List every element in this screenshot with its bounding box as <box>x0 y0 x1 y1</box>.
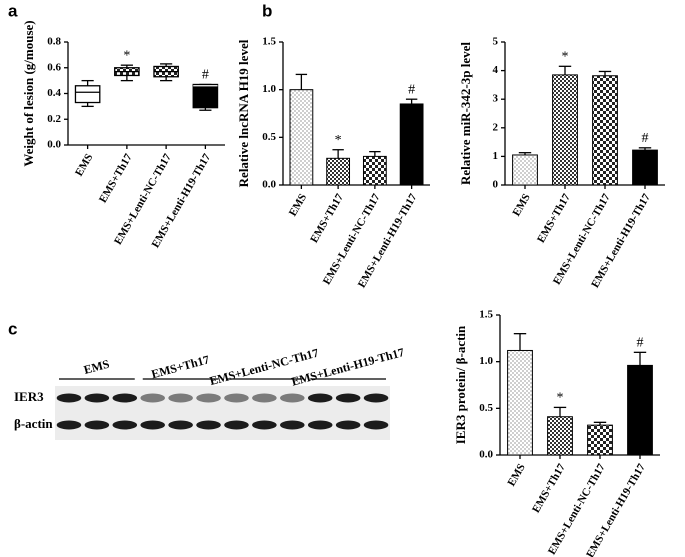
bar <box>289 89 314 186</box>
x-tick-label: EMS+Th17 <box>97 151 135 205</box>
blot-band <box>252 393 277 403</box>
blot-band <box>196 420 221 430</box>
x-tick-label: EMS <box>505 462 527 489</box>
blot-band <box>280 420 305 430</box>
bar <box>627 364 653 456</box>
blot-band <box>112 420 138 430</box>
annotation: * <box>562 50 569 65</box>
blot-band <box>56 393 82 403</box>
blot-band <box>84 420 110 430</box>
bar <box>399 103 424 186</box>
y-axis-label: IER3 protein/ β-actin <box>453 325 468 444</box>
y-axis-label: Weight of lesion (g/mouse) <box>21 20 36 166</box>
bar <box>512 154 538 186</box>
blot-band <box>224 393 249 403</box>
y-tick-label: 2 <box>493 121 499 133</box>
y-tick-label: 0.0 <box>262 179 276 191</box>
annotation: * <box>123 48 130 63</box>
x-tick-label: EMS <box>73 152 95 179</box>
y-tick-label: 5 <box>493 36 499 48</box>
bar <box>632 149 658 186</box>
blot-band <box>196 393 221 403</box>
annotation: # <box>642 131 649 146</box>
y-tick-label: 0.8 <box>47 36 61 48</box>
blot-band <box>84 393 110 403</box>
box <box>192 83 219 109</box>
bar <box>552 74 578 186</box>
bar <box>326 157 351 186</box>
y-tick-label: 1.0 <box>262 83 276 95</box>
blot-row-label: IER3 <box>14 389 44 404</box>
bar <box>362 155 387 186</box>
y-tick-label: 0.6 <box>47 61 61 73</box>
blot-band <box>140 393 165 403</box>
y-tick-label: 0 <box>493 179 499 191</box>
blot-band <box>168 420 193 430</box>
x-tick-label: EMS <box>287 192 309 219</box>
y-axis-label: Relative miR-342-3p level <box>458 42 473 185</box>
panel-label: a <box>8 1 18 20</box>
y-tick-label: 1.5 <box>479 309 493 321</box>
blot-band <box>335 393 361 403</box>
x-tick-label: EMS+Th17 <box>308 191 346 245</box>
y-axis-label: Relative lncRNA H19 level <box>236 39 251 187</box>
y-tick-label: 0.2 <box>47 113 61 125</box>
annotation: * <box>557 391 564 406</box>
blot-band <box>363 393 389 403</box>
annotation: # <box>202 68 209 83</box>
x-tick-label: EMS+Th17 <box>530 461 568 515</box>
y-tick-label: 0.0 <box>479 449 493 461</box>
y-tick-label: 1.5 <box>262 36 276 48</box>
y-tick-label: 4 <box>493 64 499 76</box>
annotation: # <box>408 82 415 97</box>
blot-band <box>112 393 138 403</box>
y-tick-label: 0.0 <box>47 139 61 151</box>
annotation: # <box>637 336 644 351</box>
x-tick-label: EMS+Th17 <box>535 191 573 245</box>
blot-band <box>252 420 277 430</box>
blot-band <box>140 420 165 430</box>
y-tick-label: 1 <box>493 150 499 162</box>
box <box>74 85 101 104</box>
panel-label: c <box>8 319 17 338</box>
blot-row-label: β-actin <box>14 416 53 431</box>
y-tick-label: 1.0 <box>479 355 493 367</box>
x-tick-label: EMS <box>510 192 532 219</box>
blot-band <box>363 420 389 430</box>
bar <box>547 416 573 456</box>
y-tick-label: 0.5 <box>262 131 276 143</box>
bar <box>592 75 618 186</box>
lane-group-label: EMS+Th17 <box>150 352 211 381</box>
blot-band <box>335 420 361 430</box>
blot-background <box>55 386 390 440</box>
blot-band <box>307 420 333 430</box>
bar <box>587 424 613 456</box>
y-tick-label: 3 <box>493 93 499 105</box>
panel-label: b <box>262 1 272 20</box>
y-tick-label: 0.4 <box>47 87 61 99</box>
annotation: * <box>335 133 342 148</box>
blot-band <box>307 393 333 403</box>
blot-band <box>224 420 249 430</box>
y-tick-label: 0.5 <box>479 402 493 414</box>
lane-group-label: EMS <box>82 357 111 377</box>
blot-band <box>56 420 82 430</box>
blot-band <box>168 393 193 403</box>
blot-band <box>280 393 305 403</box>
bar <box>507 349 533 456</box>
